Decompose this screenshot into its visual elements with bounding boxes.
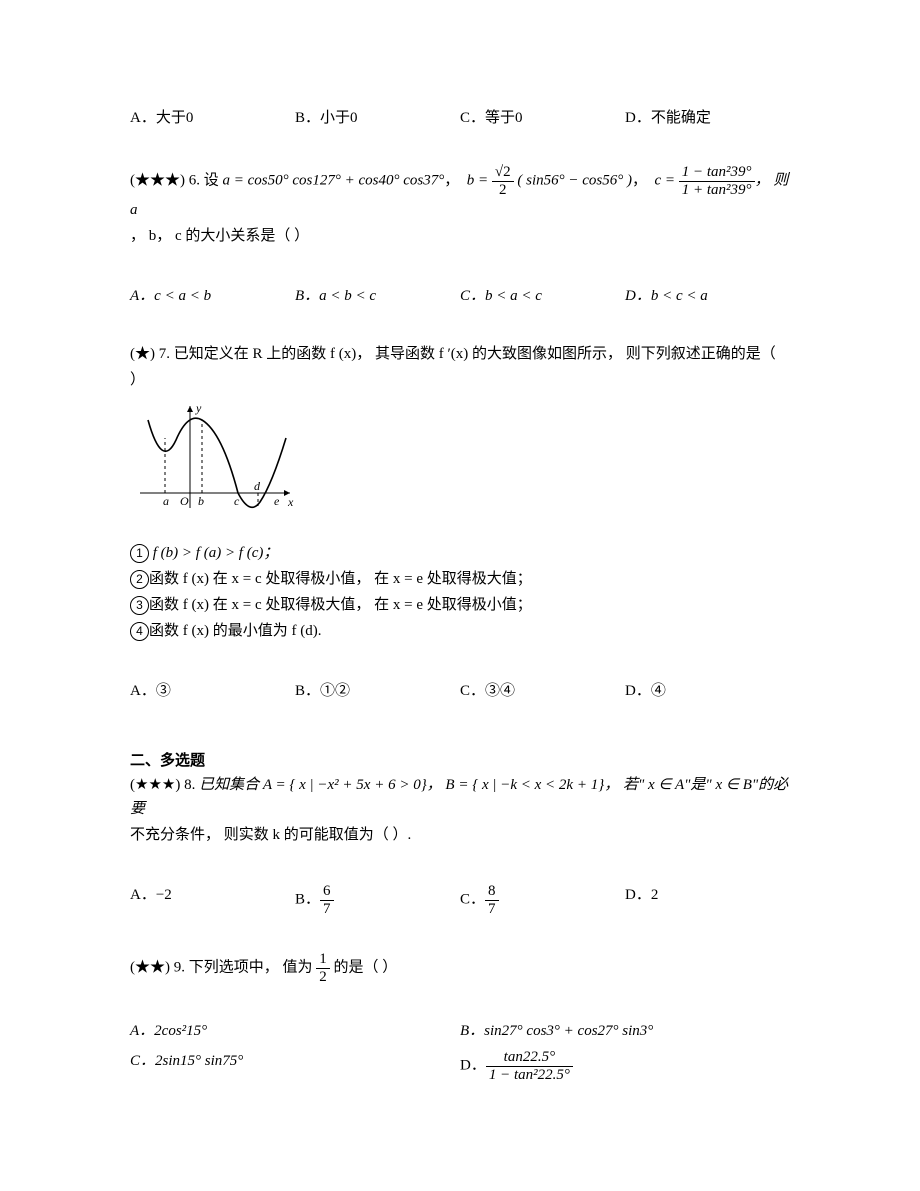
q5-opt-b: B．小于0 — [295, 106, 460, 130]
q6-b-tail: ( sin56° − cos56° ) — [514, 172, 632, 188]
q7-options: A．③ B．①② C．③④ D．④ — [130, 679, 790, 703]
q8-b-num: 6 — [320, 883, 334, 901]
q8-c-num: 8 — [485, 883, 499, 901]
q9-d-frac: tan22.5°1 − tan²22.5° — [486, 1049, 573, 1083]
circled-2: 2 — [130, 570, 149, 589]
q9-stem: (★★) 9. 下列选项中， 值为 12 的是（ ） — [130, 951, 790, 985]
svg-text:x: x — [287, 495, 294, 509]
q7-opt-d: D．④ — [625, 679, 790, 703]
q7-s3: 3函数 f (x) 在 x = c 处取得极大值， 在 x = e 处取得极小值… — [130, 593, 790, 617]
svg-text:c: c — [234, 494, 240, 508]
q8-opt-d: D．2 — [625, 883, 790, 917]
q7-graph: a O b c d e x y — [130, 398, 790, 531]
q8-stars: (★★★) 8. — [130, 777, 199, 793]
svg-text:d: d — [254, 479, 261, 493]
q7-s4: 4函数 f (x) 的最小值为 f (d). — [130, 619, 790, 643]
q8-stem-2: 不充分条件， 则实数 k 的可能取值为（ ）. — [130, 823, 790, 847]
svg-text:b: b — [198, 494, 204, 508]
q5-opt-a: A．大于0 — [130, 106, 295, 130]
q9-lead: 下列选项中， 值为 — [189, 959, 317, 975]
q9-options-row2: C．2sin15° sin75° D．tan22.5°1 − tan²22.5° — [130, 1049, 790, 1083]
circled-1: 1 — [130, 544, 149, 563]
q5-options: A．大于0 B．小于0 C．等于0 D．不能确定 — [130, 106, 790, 130]
q7-s4-text: 函数 f (x) 的最小值为 f (d). — [149, 623, 321, 639]
q9-tail: 的是（ ） — [330, 959, 398, 975]
q5-opt-c: C．等于0 — [460, 106, 625, 130]
svg-text:e: e — [274, 494, 280, 508]
q7-opt-a: A．③ — [130, 679, 295, 703]
q8-opt-c: C．87 — [460, 883, 625, 917]
q9-d-den: 1 − tan²22.5° — [486, 1067, 573, 1084]
q6-opt-c: C．b < a < c — [460, 284, 625, 308]
q6-stem-2: ， b， c 的大小关系是（ ） — [130, 224, 790, 248]
q7-s2-text: 函数 f (x) 在 x = c 处取得极小值， 在 x = e 处取得极大值； — [149, 571, 532, 587]
svg-text:y: y — [195, 401, 202, 415]
q7-stem-1: 已知定义在 R 上的函数 f (x)， 其导函数 f ′(x) 的大致图像如图所… — [174, 346, 776, 362]
q6-b-frac: √22 — [492, 164, 514, 198]
q7-opt-b: B．①② — [295, 679, 460, 703]
q7-stem-2: ） — [130, 368, 790, 392]
q8-c-frac: 87 — [485, 883, 499, 917]
q7-stem: (★) 7. 已知定义在 R 上的函数 f (x)， 其导函数 f ′(x) 的… — [130, 342, 790, 366]
q5-opt-d: D．不能确定 — [625, 106, 790, 130]
q8-b-frac: 67 — [320, 883, 334, 917]
svg-text:a: a — [163, 494, 169, 508]
q9-d-lead: D． — [460, 1057, 486, 1073]
q8-opt-b: B．67 — [295, 883, 460, 917]
q6-stem: (★★★) 6. 设 a = cos50° cos127° + cos40° c… — [130, 164, 790, 222]
q9-stars: (★★) 9. — [130, 959, 189, 975]
q6-c-num: 1 − tan²39° — [679, 164, 755, 182]
q6-opt-a: A．c < a < b — [130, 284, 295, 308]
q9-opt-a: A．2cos²15° — [130, 1019, 460, 1043]
q8-b-den: 7 — [320, 901, 334, 918]
q9-frac: 12 — [316, 951, 330, 985]
q6-a-expr: a = cos50° cos127° + cos40° cos37° — [223, 172, 445, 188]
q6-opt-b: B．a < b < c — [295, 284, 460, 308]
q6-c-lead: c = — [654, 172, 678, 188]
q7-s2: 2函数 f (x) 在 x = c 处取得极小值， 在 x = e 处取得极大值… — [130, 567, 790, 591]
q6-c-frac: 1 − tan²39°1 + tan²39° — [679, 164, 755, 198]
q9-opt-d: D．tan22.5°1 − tan²22.5° — [460, 1049, 790, 1083]
q9-opt-c: C．2sin15° sin75° — [130, 1049, 460, 1083]
q9-d-num: tan22.5° — [486, 1049, 573, 1067]
q8-c-lead: C． — [460, 891, 485, 907]
q8-b-lead: B． — [295, 891, 320, 907]
q8-stem: (★★★) 8. 已知集合 A = { x | −x² + 5x + 6 > 0… — [130, 773, 790, 821]
q8-options: A．−2 B．67 C．87 D．2 — [130, 883, 790, 917]
q6-pre: 设 — [204, 172, 223, 188]
q6-stars: (★★★) 6. — [130, 172, 204, 188]
q6-b-num: √2 — [492, 164, 514, 182]
q7-s3-text: 函数 f (x) 在 x = c 处取得极大值， 在 x = e 处取得极小值； — [149, 597, 532, 613]
q6-c-den: 1 + tan²39° — [679, 182, 755, 199]
q7-s1-text: f (b) > f (a) > f (c)； — [149, 545, 278, 561]
q7-s1: 1 f (b) > f (a) > f (c)； — [130, 541, 790, 565]
circled-3: 3 — [130, 596, 149, 615]
q6-options: A．c < a < b B．a < b < c C．b < a < c D．b … — [130, 284, 790, 308]
circled-4: 4 — [130, 622, 149, 641]
svg-text:O: O — [180, 494, 189, 508]
q6-b-den: 2 — [492, 182, 514, 199]
q8-opt-a: A．−2 — [130, 883, 295, 917]
q9-den: 2 — [316, 969, 330, 986]
q7-opt-c: C．③④ — [460, 679, 625, 703]
q8-stem-1: 已知集合 A = { x | −x² + 5x + 6 > 0}， B = { … — [130, 777, 788, 817]
q9-options-row1: A．2cos²15° B．sin27° cos3° + cos27° sin3° — [130, 1019, 790, 1043]
section-2-heading: 二、多选题 — [130, 749, 790, 773]
q6-b-lead: b = — [467, 172, 492, 188]
q9-opt-b: B．sin27° cos3° + cos27° sin3° — [460, 1019, 790, 1043]
q8-c-den: 7 — [485, 901, 499, 918]
q6-opt-d: D．b < c < a — [625, 284, 790, 308]
q7-stars: (★) 7. — [130, 346, 174, 362]
q9-num: 1 — [316, 951, 330, 969]
